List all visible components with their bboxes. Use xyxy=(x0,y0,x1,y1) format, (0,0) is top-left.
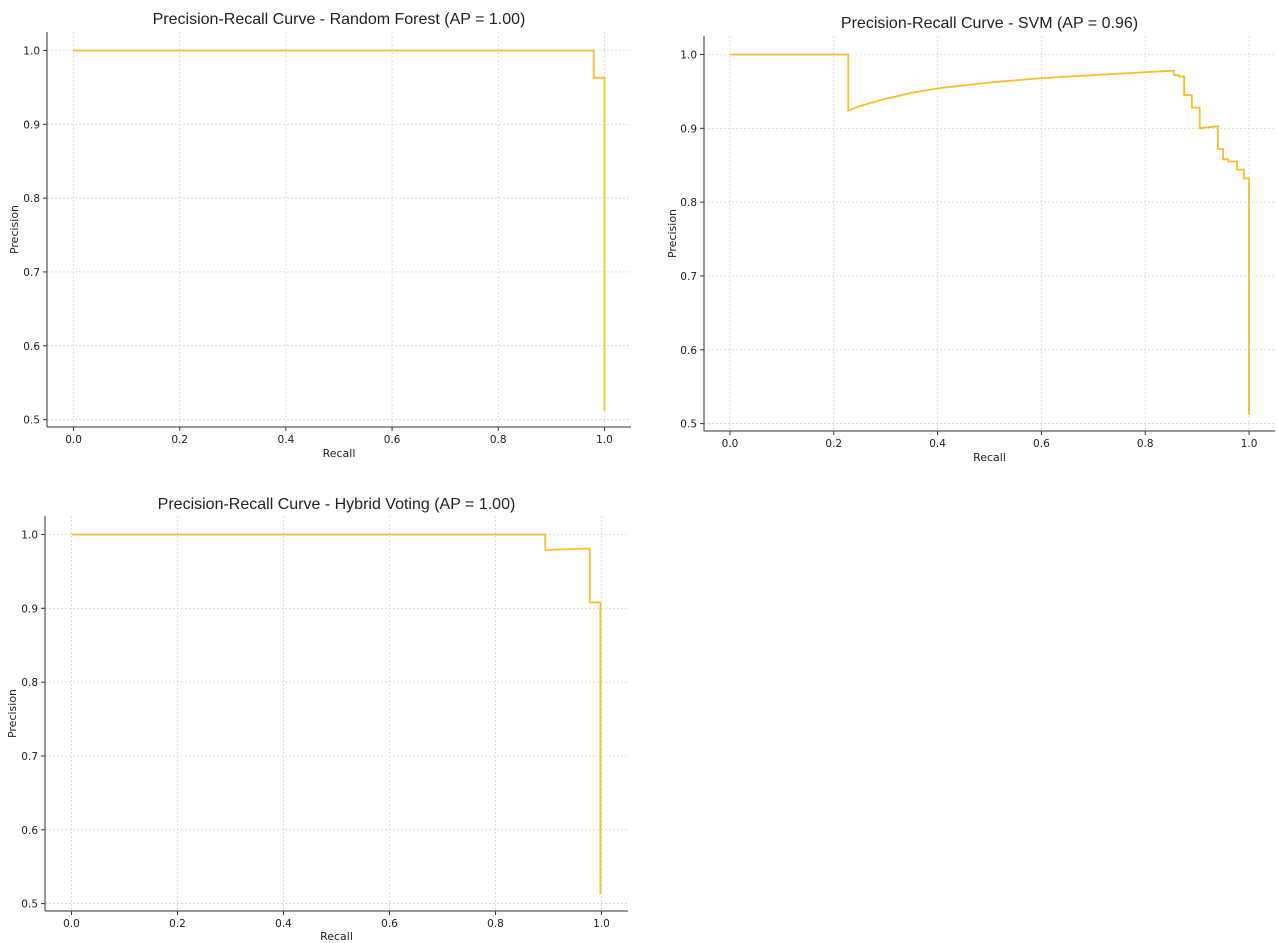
x-tick-label: 1.0 xyxy=(1241,438,1258,450)
x-axis-label: Recall xyxy=(323,447,356,460)
chart-panel-3: 0.0 0.2 0.4 0.6 0.8 1.0 0.5 0.6 0.7 0.8 0.9 1.0 Prec… xyxy=(6,496,628,943)
x-tick-label: 0.6 xyxy=(1033,438,1050,450)
y-tick-label: 1.0 xyxy=(23,45,40,57)
pr-curve-line xyxy=(73,49,606,411)
x-tick-label: 0.6 xyxy=(381,918,398,930)
pr-curve-line xyxy=(730,53,1250,415)
y-axis-label: Precision xyxy=(8,205,21,254)
x-tick-label: 0.4 xyxy=(929,438,946,450)
chart-panel-1: 0.0 0.2 0.4 0.6 0.8 1.0 0.5 0.6 0.7 0.8 0.9 1.0 Prec… xyxy=(8,11,631,460)
x-tick-label: 0.2 xyxy=(171,434,188,446)
y-tick-label: 0.6 xyxy=(680,345,697,357)
x-tick-label: 0.8 xyxy=(1137,438,1154,450)
x-axis-label: Recall xyxy=(320,930,353,943)
y-tick-label: 0.9 xyxy=(23,119,40,131)
y-tick-label: 0.7 xyxy=(23,267,40,279)
chart-title: Precision-Recall Curve - SVM (AP = 0.96) xyxy=(841,15,1138,32)
x-tick-label: 0.0 xyxy=(65,434,82,446)
y-tick-label: 0.9 xyxy=(21,603,38,615)
x-axis-label: Recall xyxy=(973,451,1006,464)
y-tick-label: 0.9 xyxy=(680,123,697,135)
x-tick-label: 0.8 xyxy=(487,918,504,930)
x-tick-label: 0.2 xyxy=(825,438,842,450)
y-axis-label: Precision xyxy=(6,689,19,738)
y-tick-label: 0.8 xyxy=(23,193,40,205)
y-tick-label: 0.8 xyxy=(680,197,697,209)
y-tick-label: 0.6 xyxy=(23,341,40,353)
y-axis-label: Precision xyxy=(666,209,679,258)
x-tick-label: 0.0 xyxy=(63,918,80,930)
x-tick-label: 0.0 xyxy=(722,438,739,450)
x-tick-label: 0.8 xyxy=(490,434,507,446)
chart-panel-2: 0.0 0.2 0.4 0.6 0.8 1.0 0.5 0.6 0.7 0.8 0.9 1.0 Prec… xyxy=(666,15,1275,464)
x-tick-label: 0.4 xyxy=(275,918,292,930)
x-tick-label: 0.4 xyxy=(278,434,295,446)
x-tick-label: 0.2 xyxy=(169,918,186,930)
chart-title: Precision-Recall Curve - Hybrid Voting (… xyxy=(158,496,516,513)
chart-title: Precision-Recall Curve - Random Forest (… xyxy=(153,11,526,28)
y-tick-label: 0.6 xyxy=(21,825,38,837)
y-tick-label: 0.5 xyxy=(23,415,40,427)
x-tick-label: 1.0 xyxy=(593,918,610,930)
y-tick-label: 0.5 xyxy=(21,899,38,911)
x-tick-label: 0.6 xyxy=(384,434,401,446)
y-tick-label: 0.8 xyxy=(21,677,38,689)
x-tick-label: 1.0 xyxy=(596,434,613,446)
pr-curve-line xyxy=(71,533,602,894)
y-tick-label: 0.7 xyxy=(21,751,38,763)
y-tick-label: 1.0 xyxy=(680,49,697,61)
y-tick-label: 0.7 xyxy=(680,271,697,283)
y-tick-label: 1.0 xyxy=(21,529,38,541)
y-tick-label: 0.5 xyxy=(680,419,697,431)
